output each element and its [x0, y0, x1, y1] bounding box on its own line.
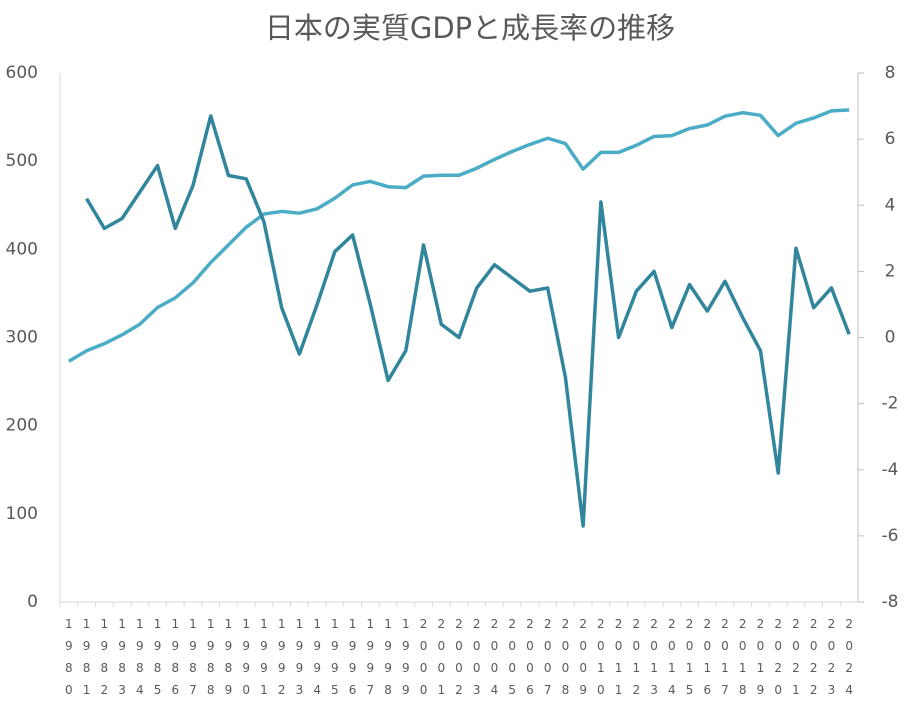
y2-tick-label: -2	[882, 394, 899, 414]
y2-tick-label: 2	[885, 261, 896, 281]
y-tick-label: 500	[6, 151, 38, 171]
y2-tick-label: 8	[885, 63, 896, 83]
y-tick-label: 200	[6, 416, 38, 436]
chart-title: 日本の実質GDPと成長率の推移	[265, 11, 675, 45]
y2-tick-label: 6	[885, 129, 896, 149]
y-tick-label: 100	[6, 504, 38, 524]
y2-tick-label: -6	[882, 526, 899, 546]
y2-tick-label: 0	[885, 328, 896, 348]
series-line	[67, 108, 850, 363]
y2-tick-label: -4	[882, 460, 899, 480]
y-tick-label: 300	[6, 328, 38, 348]
y2-tick-label: 4	[885, 195, 896, 215]
series-line	[85, 114, 851, 528]
y-tick-label: 400	[6, 239, 38, 259]
y2-tick-label: -8	[882, 592, 899, 612]
y-tick-label: 0	[27, 592, 38, 612]
y-tick-label: 600	[6, 63, 38, 83]
